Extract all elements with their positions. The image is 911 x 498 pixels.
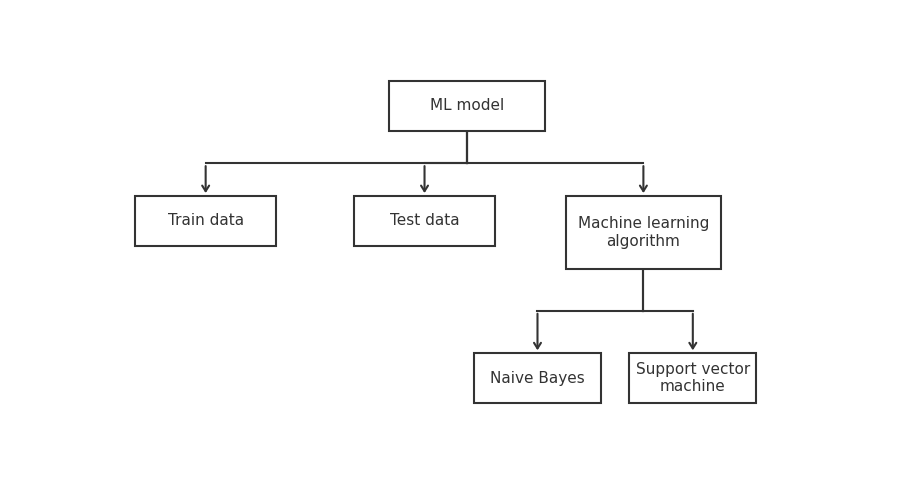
FancyBboxPatch shape	[566, 196, 722, 269]
FancyBboxPatch shape	[630, 353, 756, 403]
Text: Test data: Test data	[390, 213, 459, 228]
Text: ML model: ML model	[430, 98, 504, 113]
Text: Support vector
machine: Support vector machine	[636, 362, 750, 394]
Text: Naive Bayes: Naive Bayes	[490, 371, 585, 385]
FancyBboxPatch shape	[389, 81, 545, 130]
FancyBboxPatch shape	[353, 196, 496, 246]
FancyBboxPatch shape	[135, 196, 276, 246]
FancyBboxPatch shape	[474, 353, 601, 403]
Text: Machine learning
algorithm: Machine learning algorithm	[578, 216, 709, 249]
Text: Train data: Train data	[168, 213, 244, 228]
